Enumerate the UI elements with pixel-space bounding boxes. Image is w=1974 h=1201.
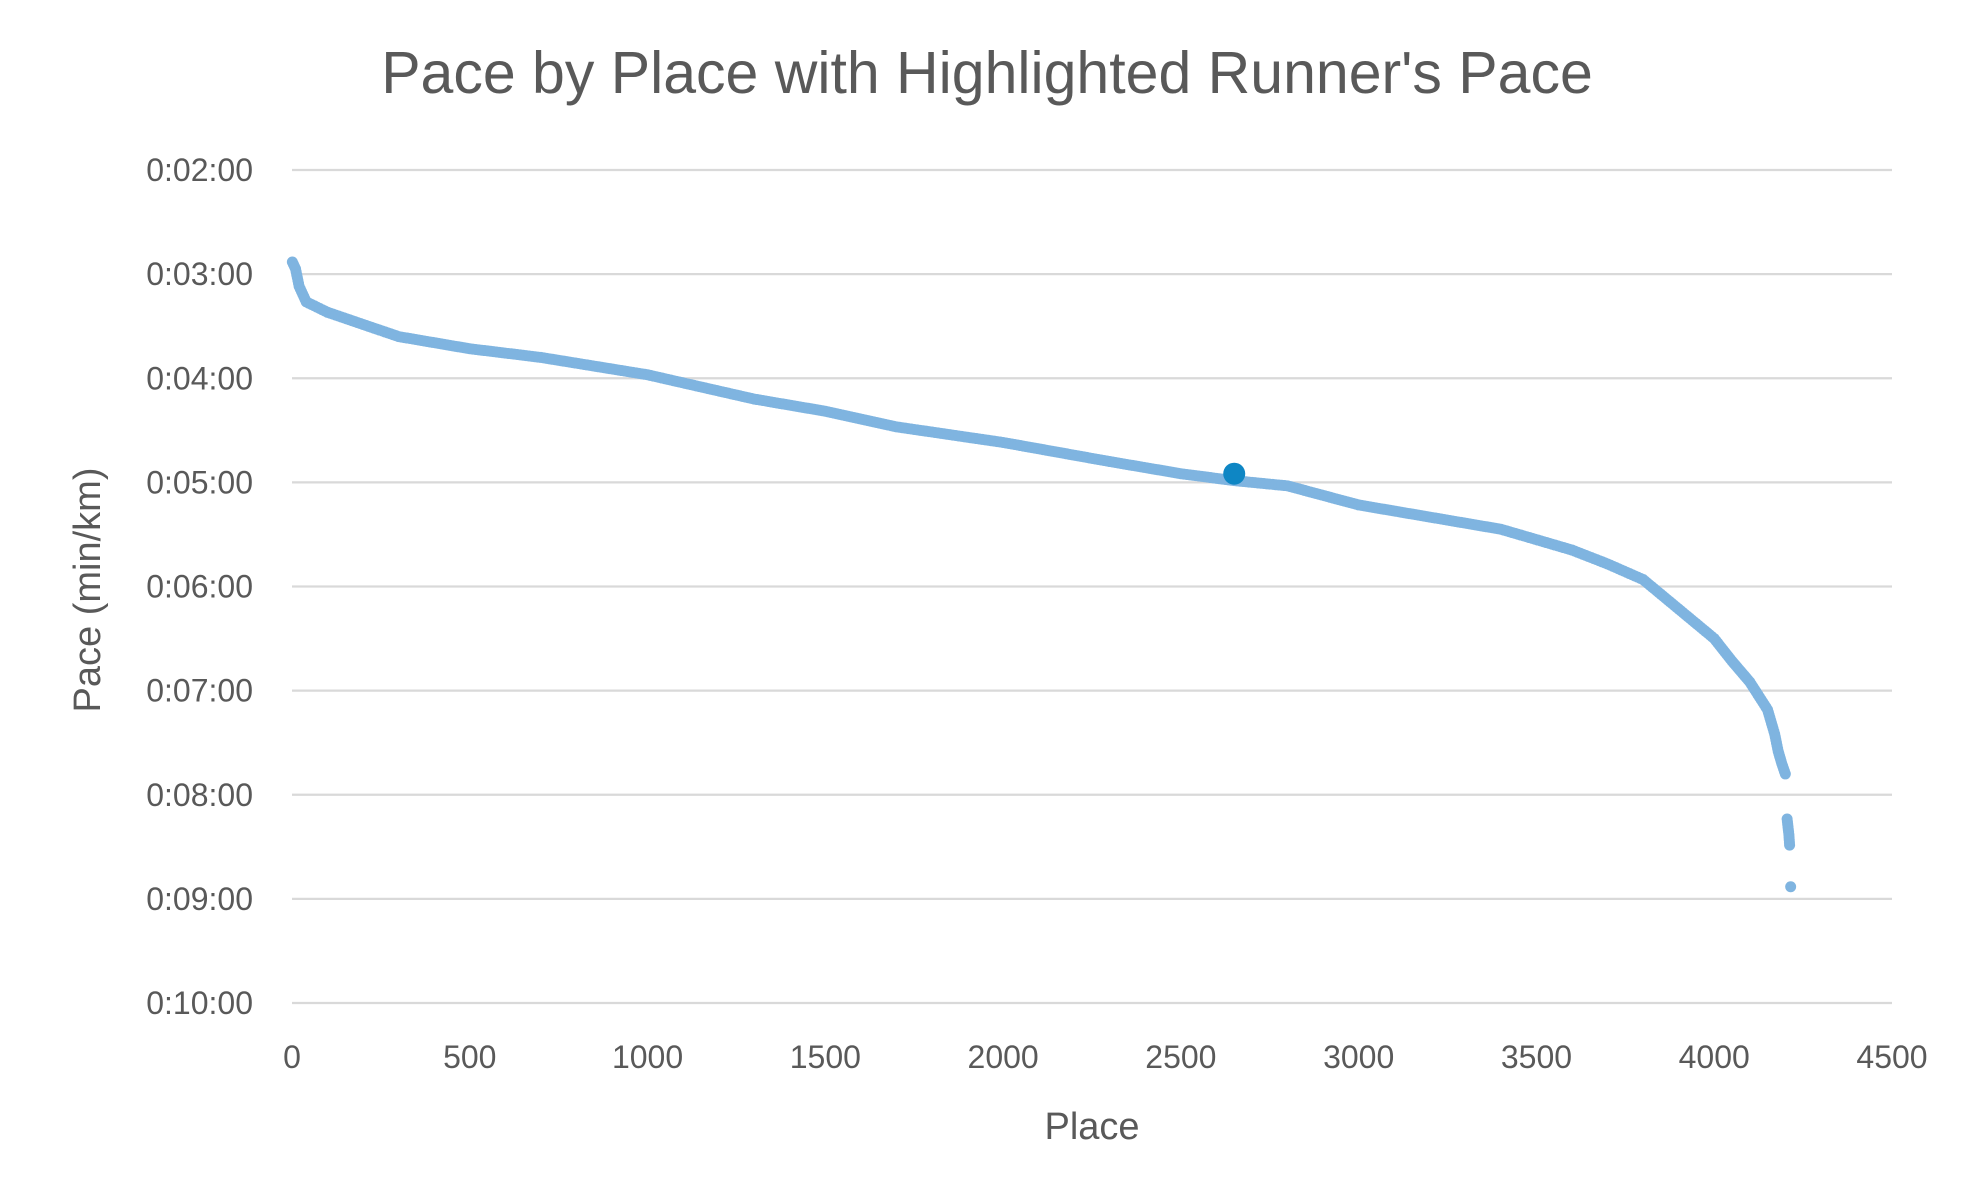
runner-point [1778, 765, 1790, 777]
y-tick-label: 0:09:00 [146, 881, 253, 917]
x-tick-label: 1500 [790, 1039, 861, 1075]
x-tick-label: 2500 [1145, 1039, 1216, 1075]
x-tick-label: 3000 [1323, 1039, 1394, 1075]
y-tick-label: 0:02:00 [146, 152, 253, 188]
gridlines [292, 168, 1892, 1005]
data-series [286, 256, 1797, 893]
y-tick-label: 0:05:00 [146, 464, 253, 500]
y-tick-label: 0:04:00 [146, 360, 253, 396]
chart-title: Pace by Place with Highlighted Runner's … [381, 40, 1593, 106]
x-tick-label: 0 [283, 1039, 301, 1075]
x-tick-label: 3500 [1501, 1039, 1572, 1075]
x-axis-ticks: 0 500 1000 1500 2000 2500 3000 3500 4000 4500 [283, 1039, 1927, 1075]
x-axis-title: Place [1044, 1106, 1139, 1148]
y-tick-label: 0:10:00 [146, 985, 253, 1021]
x-tick-label: 500 [443, 1039, 496, 1075]
runner-point [1783, 836, 1795, 848]
runners-series [286, 256, 1797, 893]
y-axis-title: Pace (min/km) [67, 468, 109, 713]
runner-point [1785, 881, 1797, 893]
y-axis-ticks: 0:02:00 0:03:00 0:04:00 0:05:00 0:06:00 0:07:… [146, 152, 253, 1021]
x-tick-label: 1000 [612, 1039, 683, 1075]
y-tick-label: 0:08:00 [146, 777, 253, 813]
x-tick-label: 4000 [1679, 1039, 1750, 1075]
x-tick-label: 4500 [1856, 1039, 1927, 1075]
x-tick-label: 2000 [968, 1039, 1039, 1075]
y-tick-label: 0:07:00 [146, 673, 253, 709]
y-tick-label: 0:03:00 [146, 256, 253, 292]
y-tick-label: 0:06:00 [146, 569, 253, 605]
highlighted-runner-point [1223, 462, 1246, 485]
highlighted-runner-series [1223, 462, 1246, 485]
